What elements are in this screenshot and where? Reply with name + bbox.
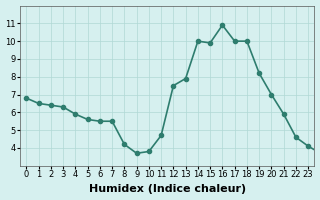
X-axis label: Humidex (Indice chaleur): Humidex (Indice chaleur): [89, 184, 246, 194]
